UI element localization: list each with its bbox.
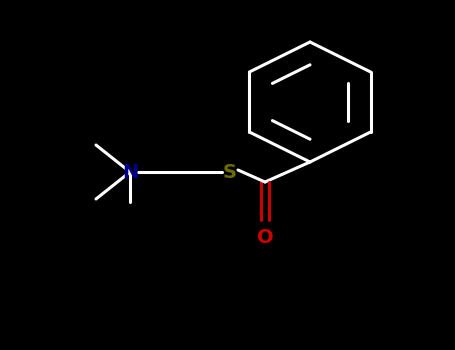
Text: S: S [223, 162, 237, 182]
Text: O: O [257, 228, 273, 247]
Text: N: N [122, 162, 138, 182]
